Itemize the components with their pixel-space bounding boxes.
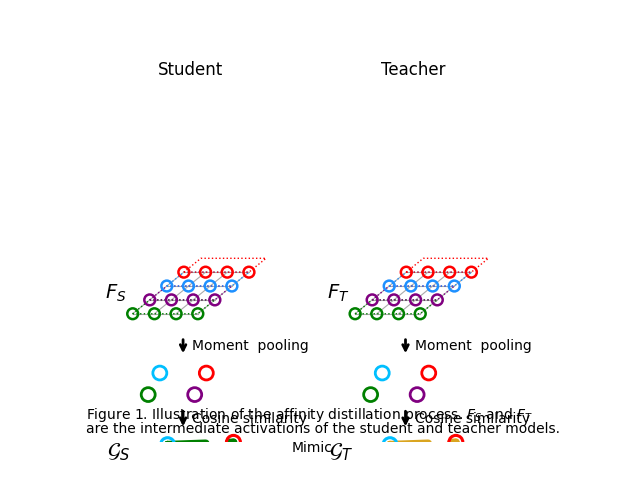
Text: Cosine similarity: Cosine similarity [193,412,307,426]
Text: Mimic: Mimic [291,441,332,455]
Text: Moment  pooling: Moment pooling [415,339,532,353]
Text: $\mathcal{G}_T$: $\mathcal{G}_T$ [329,441,353,463]
Text: are the intermediate activations of the student and teacher models.: are the intermediate activations of the … [86,422,560,436]
Text: Figure 1. Illustration of the affinity distillation process. $F_S$ and $F_T$: Figure 1. Illustration of the affinity d… [86,407,533,424]
Text: $F_T$: $F_T$ [327,282,349,304]
Text: Cosine similarity: Cosine similarity [415,412,530,426]
Text: Moment  pooling: Moment pooling [193,339,309,353]
Text: Student: Student [158,62,223,80]
Text: $F_S$: $F_S$ [105,282,126,304]
Text: Teacher: Teacher [381,62,445,80]
Text: $\mathcal{G}_S$: $\mathcal{G}_S$ [107,441,131,463]
